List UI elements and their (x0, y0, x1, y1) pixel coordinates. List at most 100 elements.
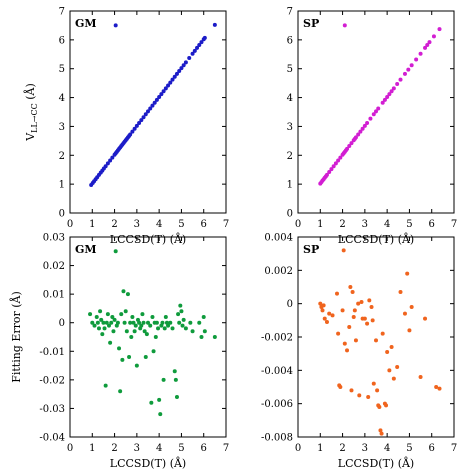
data-point (190, 329, 195, 334)
y-tick-label: 4 (59, 93, 65, 104)
data-point (358, 129, 363, 134)
data-point (143, 355, 148, 359)
data-point (378, 428, 383, 433)
data-point (340, 308, 345, 313)
x-tick-label: 6 (201, 219, 207, 230)
data-point (121, 289, 126, 294)
data-point (176, 312, 181, 317)
data-point (407, 328, 412, 333)
y-tick-label: 5 (287, 64, 293, 75)
legend-marker (342, 23, 347, 28)
data-point (183, 326, 188, 331)
data-point (179, 66, 184, 71)
data-point (423, 45, 428, 50)
data-point (156, 326, 161, 331)
y-tick-label: 0.01 (43, 290, 65, 301)
y-axis-label: Fitting Error (Å) (9, 291, 23, 383)
x-tick-label: 6 (201, 443, 207, 454)
data-point (123, 309, 128, 314)
data-point (398, 77, 403, 82)
data-point (152, 100, 157, 105)
x-tick-label: 3 (362, 443, 368, 454)
y-tick-label: -0.004 (261, 366, 293, 377)
data-point (150, 315, 155, 319)
x-tick-label: 2 (111, 219, 117, 230)
data-point (181, 63, 186, 68)
data-point (382, 97, 387, 102)
data-point (362, 316, 367, 321)
x-tick-label: 3 (362, 219, 368, 230)
data-point (177, 320, 182, 325)
data-point (163, 315, 168, 319)
data-point (366, 395, 371, 399)
data-point (109, 320, 114, 325)
y-tick-label: 4 (287, 93, 293, 104)
data-point (160, 320, 165, 325)
x-tick-label: 0 (295, 443, 301, 454)
x-tick-label: 7 (451, 219, 457, 230)
data-point (132, 126, 137, 131)
x-tick-label: 2 (339, 443, 345, 454)
data-point (370, 318, 375, 323)
y-tick-label: 0 (287, 299, 293, 310)
data-point (380, 100, 385, 105)
y-tick-label: 0 (59, 209, 65, 220)
data-point (125, 292, 130, 297)
y-tick-label: -0.03 (39, 404, 65, 415)
data-point (389, 345, 394, 349)
data-point (180, 323, 185, 328)
data-point (128, 132, 133, 137)
data-point (395, 82, 400, 87)
y-tick-label: 0 (59, 318, 65, 329)
data-point (107, 323, 111, 328)
data-point (327, 311, 332, 316)
data-point (376, 106, 381, 111)
x-tick-label: 5 (178, 219, 184, 230)
data-point (153, 335, 158, 339)
data-point (212, 22, 217, 27)
data-point (170, 77, 175, 82)
y-tick-label: 1 (59, 180, 65, 191)
data-point (387, 92, 392, 97)
data-point (130, 129, 135, 134)
data-point (154, 97, 159, 102)
data-point (90, 320, 95, 325)
data-point (371, 381, 376, 386)
data-point (377, 405, 382, 409)
data-point (342, 341, 347, 346)
x-tick-label: 7 (223, 443, 229, 454)
data-point (137, 120, 142, 125)
data-point (168, 80, 173, 85)
data-point (369, 305, 374, 309)
chart-panel-2: 0 1 2 3 4 5 6 7 0 1 2 3 4 5 6 7 LCCSD(T) (Å) SP (287, 7, 458, 247)
data-point (389, 89, 394, 94)
data-point (188, 320, 193, 325)
x-tick-label: 6 (429, 219, 435, 230)
data-point (318, 301, 323, 306)
data-point (335, 291, 339, 296)
data-point (142, 329, 147, 334)
data-point (117, 346, 122, 351)
data-point (168, 320, 173, 325)
data-point (197, 43, 202, 48)
data-point (141, 320, 146, 325)
data-point (437, 386, 442, 391)
data-point (212, 335, 217, 339)
x-tick-label: 7 (223, 219, 229, 230)
x-tick-label: 5 (406, 219, 412, 230)
chart-panel-3: 0 1 2 3 4 5 6 7 -0.04 -0.03 -0.02 -0.01 0 0.01 0.02 0.0… (9, 233, 229, 471)
data-point (178, 303, 183, 308)
data-point (120, 357, 125, 362)
data-point (320, 308, 325, 313)
data-point (391, 376, 396, 381)
data-point (338, 385, 343, 389)
data-point (102, 326, 107, 331)
data-point (140, 312, 145, 317)
y-tick-label: -0.04 (39, 433, 65, 444)
y-tick-label: 2 (59, 151, 65, 162)
x-axis-label: LCCSD(T) (Å) (110, 232, 186, 246)
data-point (157, 397, 162, 402)
data-point (395, 365, 400, 369)
data-point (345, 348, 350, 353)
